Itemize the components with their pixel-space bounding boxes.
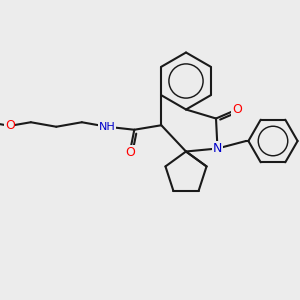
Text: NH: NH <box>99 122 116 132</box>
Text: N: N <box>213 142 222 155</box>
Text: O: O <box>5 119 15 132</box>
Text: O: O <box>125 146 135 159</box>
Text: O: O <box>232 103 242 116</box>
